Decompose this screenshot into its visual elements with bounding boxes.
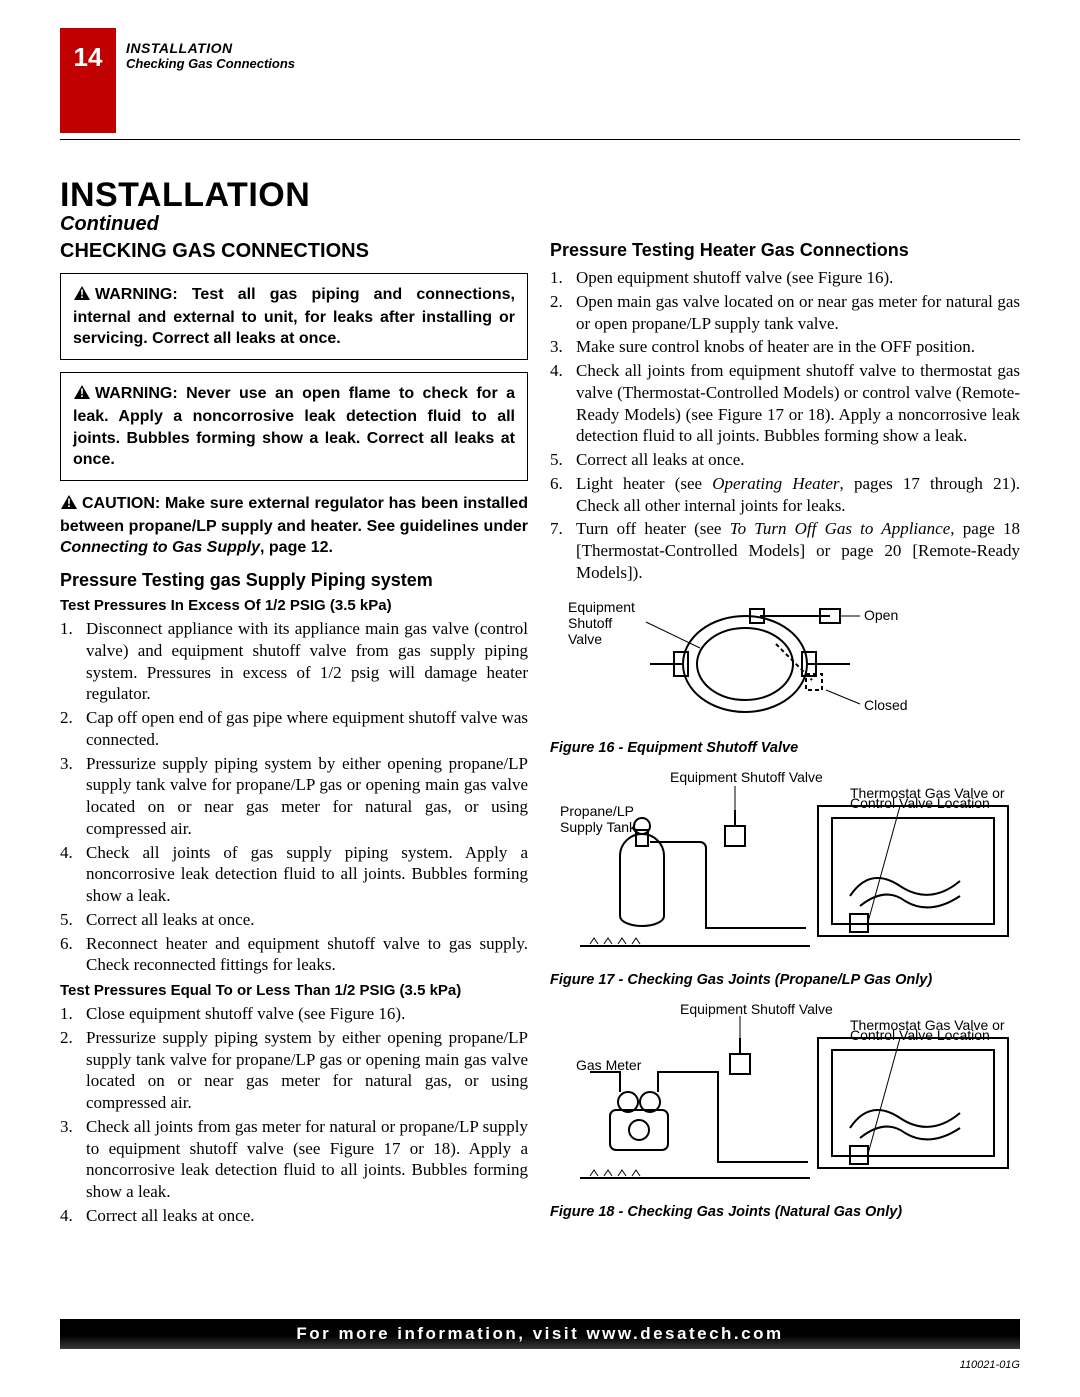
- warning-icon: !: [73, 285, 91, 307]
- header-rule: [60, 139, 1020, 140]
- caution-text-pre: CAUTION: Make sure external regulator ha…: [60, 495, 528, 535]
- list-item: Check all joints of gas supply piping sy…: [60, 842, 528, 907]
- figure-16-svg: Equipment Shutoff Valve Open Closed: [550, 594, 910, 734]
- warning-icon: !: [60, 494, 78, 516]
- svg-text:Propane/LP: Propane/LP: [560, 803, 634, 819]
- list-right: Open equipment shutoff valve (see Figure…: [550, 267, 1020, 584]
- list-a: Disconnect appliance with its appliance …: [60, 618, 528, 976]
- list-item: Check all joints from equipment shutoff …: [550, 360, 1020, 447]
- list-item: Open main gas valve located on or near g…: [550, 291, 1020, 335]
- figure-16-caption: Figure 16 - Equipment Shutoff Valve: [550, 740, 1020, 756]
- sub-subsection-heading: Test Pressures Equal To or Less Than 1/2…: [60, 982, 528, 999]
- header-subsection: Checking Gas Connections: [126, 56, 295, 71]
- svg-text:!: !: [80, 287, 84, 301]
- subsection-heading: Pressure Testing gas Supply Piping syste…: [60, 570, 528, 591]
- caution-block: ! CAUTION: Make sure external regulator …: [60, 493, 528, 558]
- fig16-label-open: Open: [864, 607, 898, 623]
- list-item: Turn off heater (see To Turn Off Gas to …: [550, 518, 1020, 583]
- header-section: INSTALLATION: [126, 40, 295, 56]
- right-column: Pressure Testing Heater Gas Connections …: [550, 240, 1020, 1229]
- fig16-label-closed: Closed: [864, 697, 908, 713]
- figure-17: Equipment Shutoff Valve Propane/LP Suppl…: [550, 766, 1020, 988]
- page-number-box: 14: [60, 28, 116, 133]
- caution-text-post: , page 12.: [260, 539, 333, 556]
- warning-box-2: ! WARNING: Never use an open flame to ch…: [60, 372, 528, 480]
- list-item: Light heater (see Operating Heater, page…: [550, 473, 1020, 517]
- list-item: Pressurize supply piping system by eithe…: [60, 1027, 528, 1114]
- list-item: Check all joints from gas meter for natu…: [60, 1116, 528, 1203]
- document-code: 110021-01G: [960, 1359, 1020, 1371]
- svg-text:!: !: [67, 496, 71, 510]
- page-title: INSTALLATION: [60, 176, 1020, 215]
- list-item: Reconnect heater and equipment shutoff v…: [60, 933, 528, 977]
- sub-subsection-heading: Test Pressures In Excess Of 1/2 PSIG (3.…: [60, 597, 528, 614]
- fig18-label-esv: Equipment Shutoff Valve: [680, 1001, 833, 1017]
- footer-bar: For more information, visit www.desatech…: [60, 1319, 1020, 1349]
- list-item: Correct all leaks at once.: [60, 909, 528, 931]
- section-heading: CHECKING GAS CONNECTIONS: [60, 240, 528, 263]
- list-b: Close equipment shutoff valve (see Figur…: [60, 1003, 528, 1227]
- svg-text:Shutoff: Shutoff: [568, 615, 612, 631]
- figure-18-caption: Figure 18 - Checking Gas Joints (Natural…: [550, 1204, 1020, 1220]
- list-item: Make sure control knobs of heater are in…: [550, 336, 1020, 358]
- list-item: Close equipment shutoff valve (see Figur…: [60, 1003, 528, 1025]
- fig18-label-meter: Gas Meter: [576, 1057, 642, 1073]
- fig16-label-esv: Equipment: [568, 599, 635, 615]
- svg-text:Valve: Valve: [568, 631, 602, 647]
- list-item: Pressurize supply piping system by eithe…: [60, 753, 528, 840]
- list-item: Cap off open end of gas pipe where equip…: [60, 707, 528, 751]
- figure-17-caption: Figure 17 - Checking Gas Joints (Propane…: [550, 972, 1020, 988]
- list-item: Open equipment shutoff valve (see Figure…: [550, 267, 1020, 289]
- caution-text-ital: Connecting to Gas Supply: [60, 539, 260, 556]
- subsection-heading: Pressure Testing Heater Gas Connections: [550, 240, 1020, 261]
- warning-text: WARNING: Test all gas piping and connect…: [73, 286, 515, 347]
- left-column: CHECKING GAS CONNECTIONS ! WARNING: Test…: [60, 240, 528, 1229]
- warning-icon: !: [73, 384, 91, 406]
- fig17-label-esv: Equipment Shutoff Valve: [670, 769, 823, 785]
- figure-17-svg: Equipment Shutoff Valve Propane/LP Suppl…: [550, 766, 1020, 966]
- figure-18-svg: Equipment Shutoff Valve Gas Meter Thermo…: [550, 998, 1020, 1198]
- svg-text:Supply Tank: Supply Tank: [560, 819, 637, 835]
- list-item: Correct all leaks at once.: [550, 449, 1020, 471]
- list-item: Disconnect appliance with its appliance …: [60, 618, 528, 705]
- warning-box-1: ! WARNING: Test all gas piping and conne…: [60, 273, 528, 360]
- page-header: 14 INSTALLATION Checking Gas Connections: [60, 28, 1020, 133]
- continued-label: Continued: [60, 213, 1020, 236]
- svg-text:Control Valve Location: Control Valve Location: [850, 795, 990, 811]
- list-item: Correct all leaks at once.: [60, 1205, 528, 1227]
- svg-text:!: !: [80, 386, 84, 400]
- warning-text: WARNING: Never use an open flame to chec…: [73, 385, 515, 467]
- figure-18: Equipment Shutoff Valve Gas Meter Thermo…: [550, 998, 1020, 1220]
- svg-text:Control Valve Location: Control Valve Location: [850, 1027, 990, 1043]
- figure-16: Equipment Shutoff Valve Open Closed Figu…: [550, 594, 1020, 756]
